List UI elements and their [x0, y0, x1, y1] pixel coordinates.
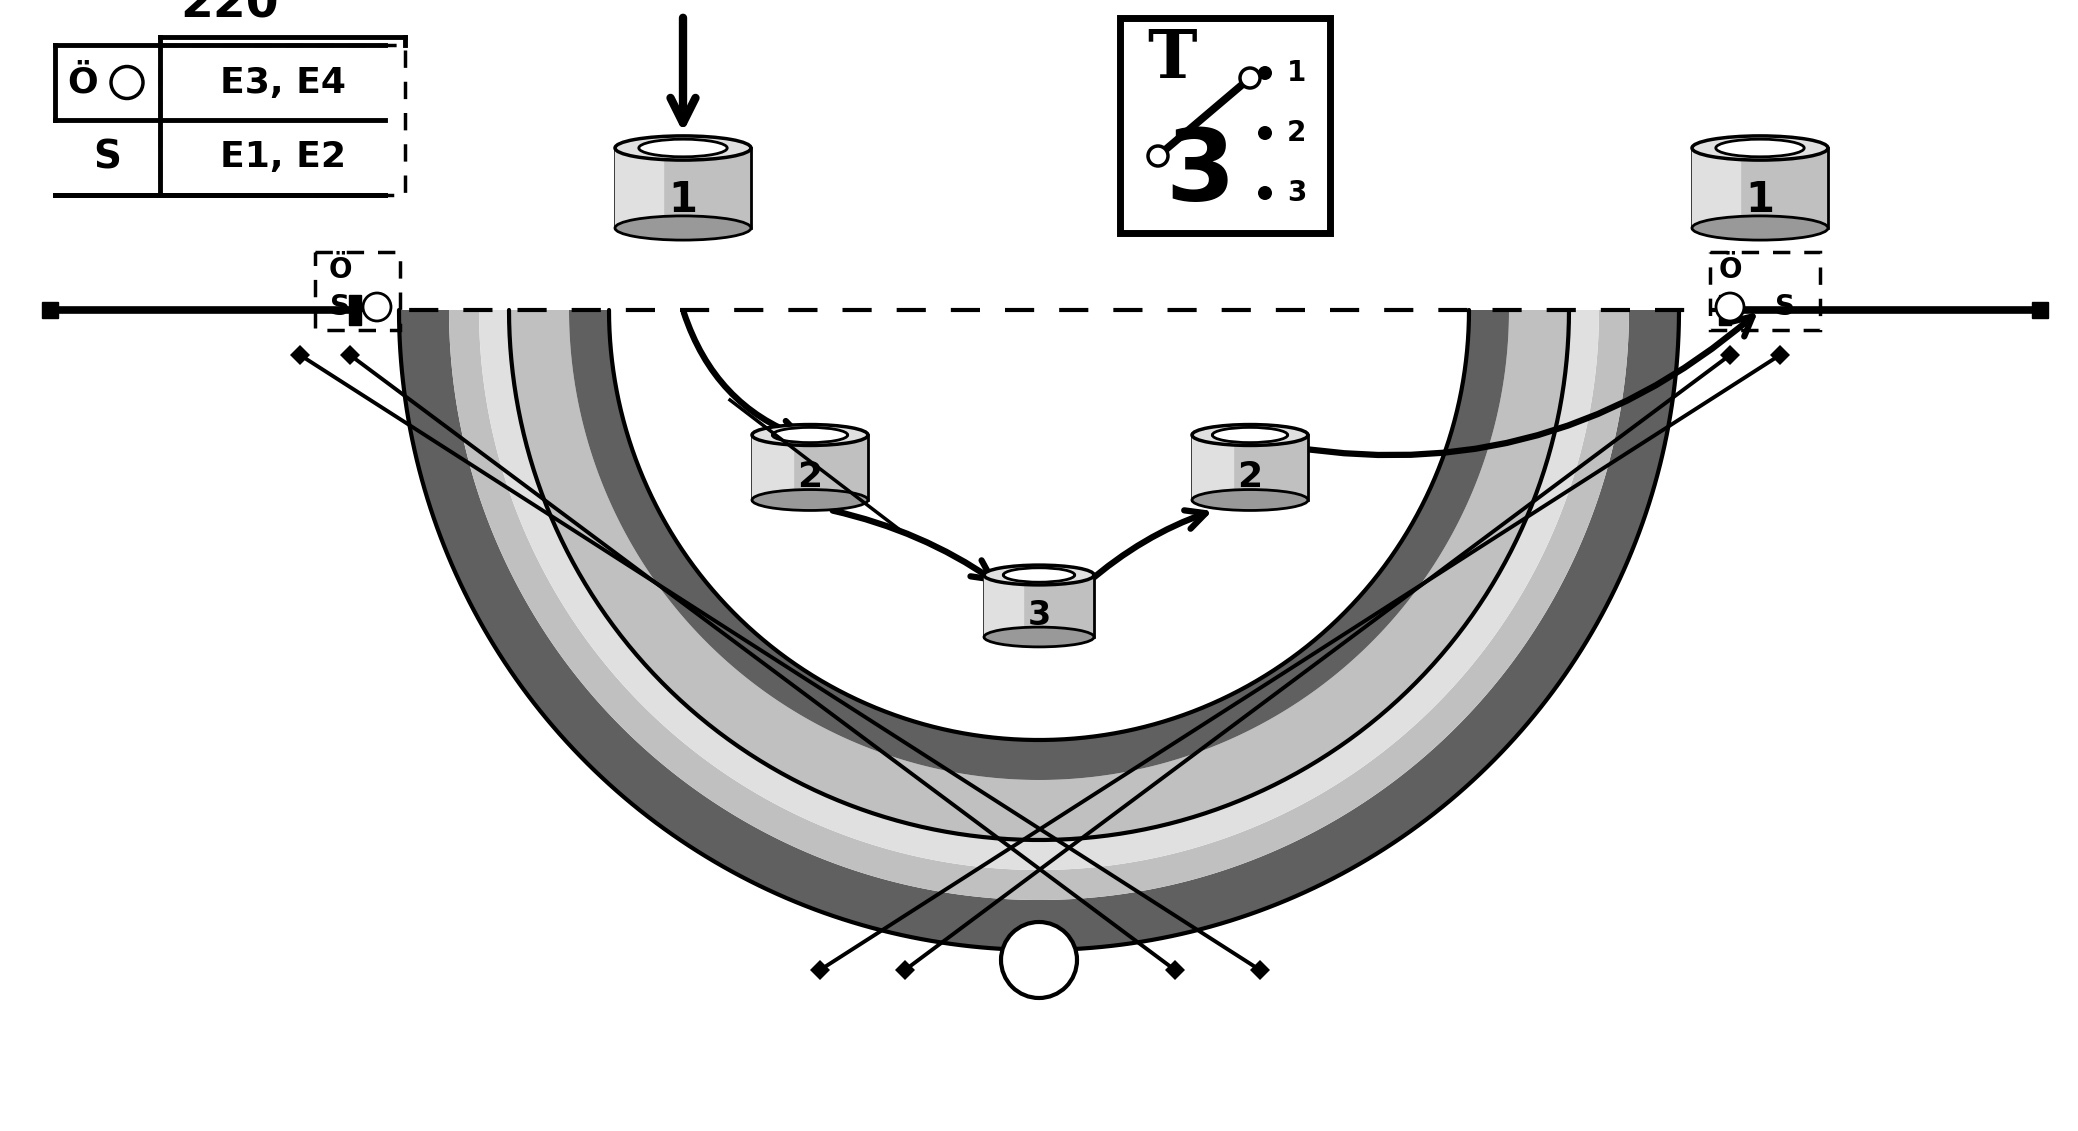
Text: E1, E2: E1, E2	[220, 140, 345, 174]
Text: 3: 3	[1286, 179, 1307, 207]
Polygon shape	[1770, 345, 1789, 365]
Circle shape	[1257, 66, 1272, 80]
Polygon shape	[399, 310, 1679, 950]
Text: 2: 2	[1286, 119, 1307, 147]
Text: 1: 1	[1746, 179, 1775, 221]
Polygon shape	[509, 310, 1569, 840]
Polygon shape	[1251, 960, 1270, 979]
Ellipse shape	[1716, 139, 1804, 157]
Circle shape	[1147, 146, 1168, 166]
Bar	[1719, 295, 1731, 325]
Ellipse shape	[985, 566, 1093, 585]
Polygon shape	[1721, 345, 1739, 365]
Ellipse shape	[615, 136, 750, 161]
Polygon shape	[615, 148, 663, 228]
Text: 220: 220	[181, 0, 278, 27]
Polygon shape	[752, 435, 869, 500]
FancyBboxPatch shape	[1120, 18, 1330, 233]
Ellipse shape	[752, 490, 869, 510]
Ellipse shape	[1193, 490, 1307, 510]
Text: 1: 1	[669, 179, 698, 221]
Ellipse shape	[773, 428, 848, 442]
Bar	[349, 295, 362, 325]
Text: Ö: Ö	[328, 256, 351, 284]
Circle shape	[1002, 922, 1076, 998]
Ellipse shape	[752, 424, 869, 446]
Ellipse shape	[1211, 428, 1288, 442]
Polygon shape	[569, 310, 1509, 780]
Polygon shape	[985, 575, 1022, 637]
Text: 3: 3	[1166, 124, 1234, 222]
Circle shape	[1257, 185, 1272, 200]
Ellipse shape	[1691, 136, 1829, 161]
Text: T: T	[1147, 27, 1197, 93]
Bar	[2032, 302, 2049, 318]
Text: 3: 3	[1027, 598, 1051, 632]
Text: 2: 2	[1236, 460, 1263, 494]
Circle shape	[1241, 68, 1259, 88]
Circle shape	[1716, 293, 1743, 321]
Polygon shape	[896, 960, 914, 979]
Text: S: S	[1775, 293, 1795, 321]
Ellipse shape	[1004, 568, 1074, 582]
Text: S: S	[94, 138, 121, 176]
Text: 2: 2	[798, 460, 823, 494]
Polygon shape	[810, 960, 829, 979]
Text: 1: 1	[1286, 59, 1307, 87]
Polygon shape	[341, 345, 359, 365]
Ellipse shape	[985, 627, 1093, 647]
Ellipse shape	[615, 216, 750, 240]
Polygon shape	[449, 310, 1629, 900]
Polygon shape	[1691, 148, 1739, 228]
Polygon shape	[985, 575, 1093, 637]
Text: Ö: Ö	[69, 66, 98, 100]
Polygon shape	[752, 435, 792, 500]
Text: E3, E4: E3, E4	[220, 66, 345, 100]
Ellipse shape	[638, 139, 727, 157]
Polygon shape	[1166, 960, 1184, 979]
Polygon shape	[1691, 148, 1829, 228]
Circle shape	[1257, 126, 1272, 140]
Circle shape	[110, 67, 143, 98]
Ellipse shape	[1193, 424, 1307, 446]
Bar	[42, 302, 58, 318]
Text: Ö: Ö	[1719, 256, 1741, 284]
Polygon shape	[609, 310, 1469, 740]
Polygon shape	[1193, 435, 1307, 500]
Polygon shape	[480, 310, 1598, 870]
Text: S: S	[330, 293, 349, 321]
Polygon shape	[291, 345, 310, 365]
Ellipse shape	[1691, 216, 1829, 240]
Polygon shape	[615, 148, 750, 228]
Circle shape	[364, 293, 391, 321]
Polygon shape	[1193, 435, 1232, 500]
